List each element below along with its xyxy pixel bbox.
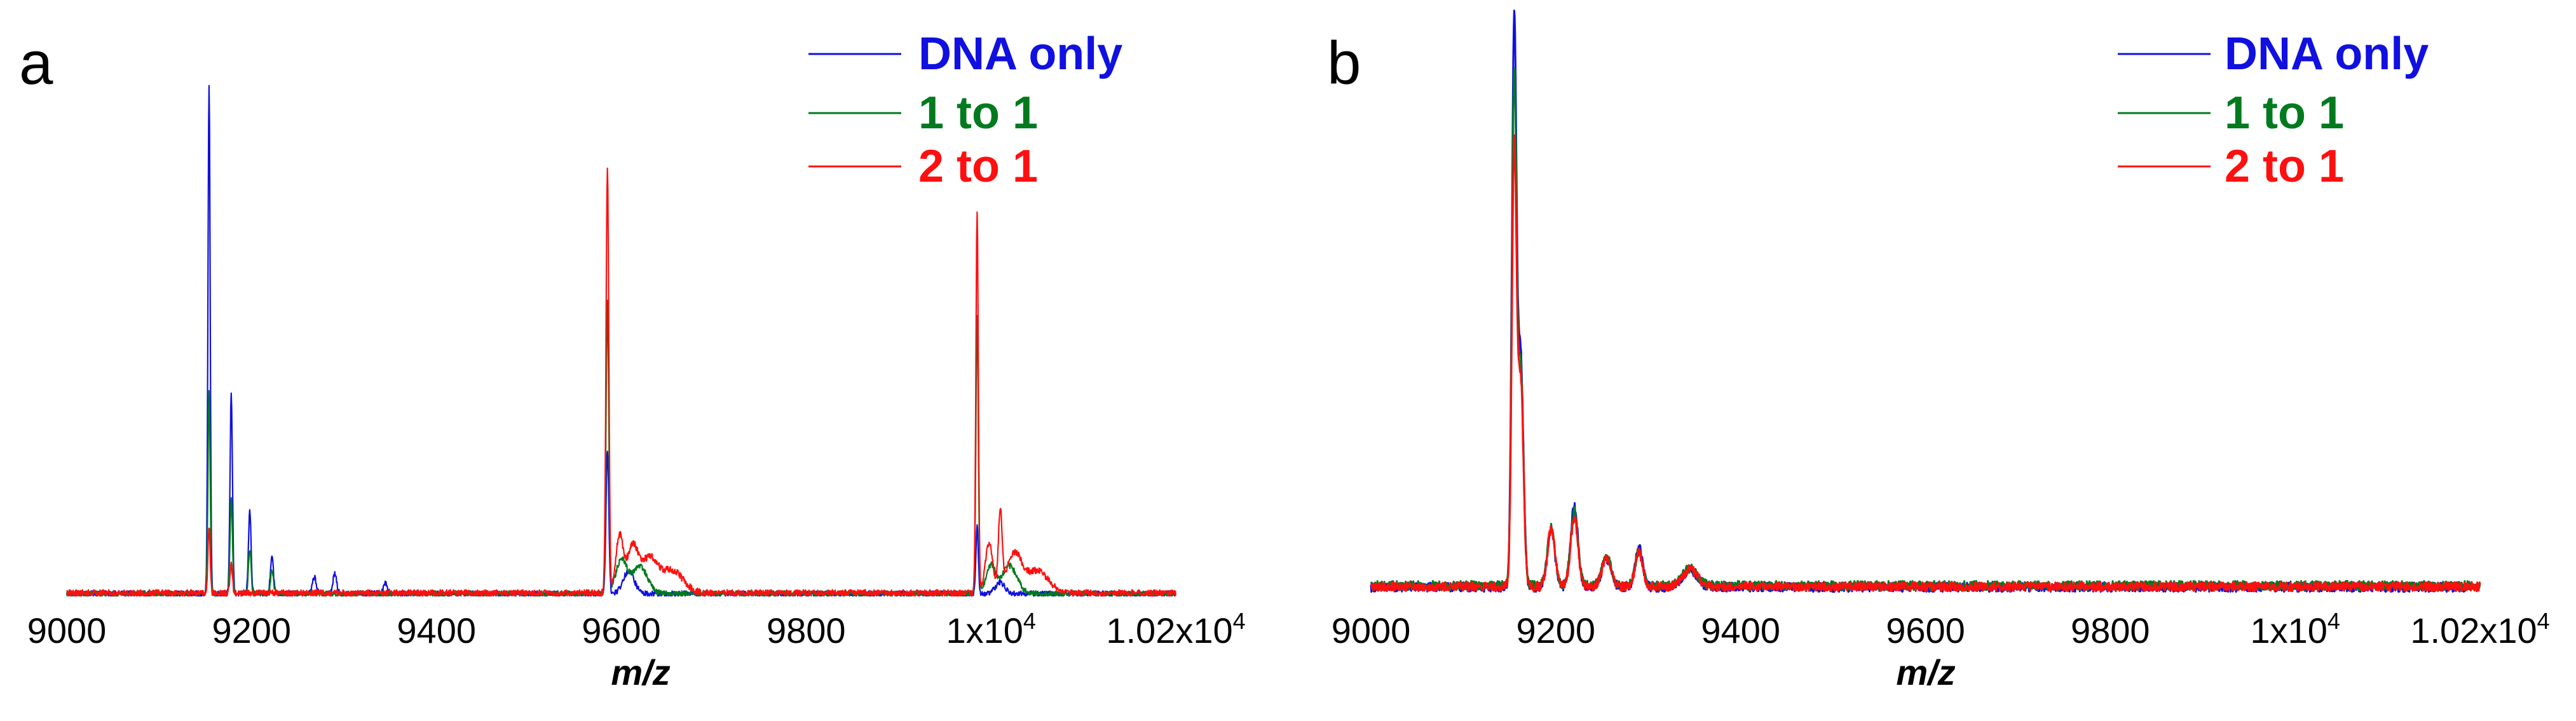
legend-label: DNA only bbox=[918, 29, 1122, 79]
x-tick-label: 9400 bbox=[1701, 610, 1780, 650]
x-tick-label: 9000 bbox=[1332, 610, 1411, 650]
series-line-2-to-1 bbox=[1370, 134, 2481, 593]
x-tick-label: 9600 bbox=[1886, 610, 1965, 650]
x-tick-label: 9600 bbox=[582, 610, 661, 650]
plot-b-legend: DNA only 1 to 12 to 1 bbox=[2118, 29, 2429, 192]
x-tick-label: 9200 bbox=[1516, 610, 1596, 650]
x-tick-label: 1.02x104 bbox=[2410, 608, 2549, 650]
plot-b-x-ticks: 9000 9200 9400 9600 9800 1x104 1.02x104 bbox=[1332, 608, 2550, 650]
plot-a-spectra bbox=[65, 84, 1177, 597]
x-tick-label: 9400 bbox=[397, 610, 476, 650]
legend-label: 1 to 1 bbox=[918, 88, 1038, 138]
x-tick-label: 1.02x104 bbox=[1106, 608, 1245, 650]
x-tick-label: 9800 bbox=[2071, 610, 2150, 650]
plot-a-x-ticks: 9000 9200 9400 9600 9800 1x104 1.02x104 bbox=[27, 608, 1246, 650]
plot-b-x-axis-title: m/z bbox=[1896, 652, 1955, 692]
panel-a-letter: a bbox=[19, 29, 53, 97]
legend-label: DNA only bbox=[2225, 29, 2429, 79]
legend-label: 2 to 1 bbox=[918, 141, 1038, 192]
x-tick-label: 9800 bbox=[767, 610, 846, 650]
plot-a-x-axis-title: m/z bbox=[611, 652, 670, 692]
x-tick-label: 9200 bbox=[212, 610, 292, 650]
panel-b-letter: b bbox=[1327, 29, 1361, 97]
series-line-2-to-1 bbox=[66, 167, 1177, 597]
plot-a-legend: DNA only 1 to 12 to 1 bbox=[808, 29, 1122, 192]
plot-b-spectra bbox=[1370, 10, 2481, 593]
panel-a: a 9000 9200 9400 9600 9800 1x104 1.02x104 m/z … bbox=[19, 29, 1246, 692]
x-tick-label: 1x104 bbox=[946, 608, 1035, 650]
legend-label: 1 to 1 bbox=[2225, 88, 2344, 138]
x-tick-label: 9000 bbox=[27, 610, 107, 650]
panel-b: b 9000 9200 9400 9600 9800 1x104 1.02x104 m/z … bbox=[1327, 10, 2550, 692]
series-line-1-to-1 bbox=[65, 299, 1176, 597]
x-tick-label: 1x104 bbox=[2250, 608, 2340, 650]
legend-label: 2 to 1 bbox=[2225, 141, 2344, 192]
